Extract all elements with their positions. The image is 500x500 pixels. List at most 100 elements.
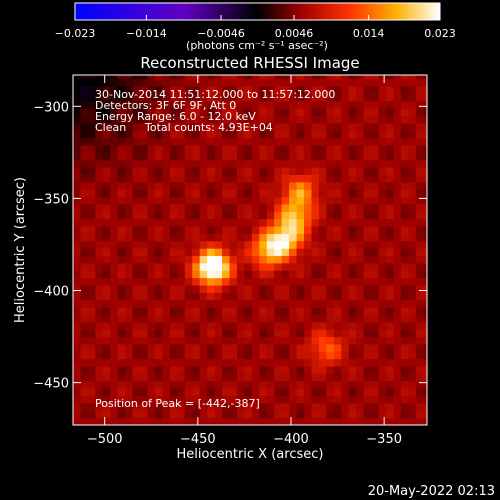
heatmap-cell bbox=[222, 270, 230, 279]
heatmap-cell bbox=[259, 152, 268, 161]
heatmap-cell bbox=[281, 189, 290, 198]
heatmap-cell bbox=[125, 122, 134, 131]
heatmap-cell bbox=[236, 181, 245, 190]
heatmap-cell bbox=[95, 130, 104, 139]
heatmap-cell bbox=[311, 358, 320, 367]
heatmap-cell bbox=[400, 115, 409, 124]
heatmap-cell bbox=[140, 86, 149, 94]
heatmap-cell bbox=[408, 189, 417, 198]
heatmap-cell bbox=[110, 218, 119, 227]
heatmap-cell bbox=[236, 417, 245, 425]
heatmap-cell bbox=[207, 336, 216, 345]
heatmap-cell bbox=[423, 167, 427, 175]
heatmap-cell bbox=[102, 351, 111, 360]
heatmap-cell bbox=[192, 218, 201, 227]
heatmap-cell bbox=[244, 336, 253, 345]
heatmap-cell bbox=[87, 336, 96, 345]
heatmap-cell bbox=[274, 307, 283, 315]
heatmap-cell bbox=[259, 203, 268, 212]
heatmap-cell bbox=[80, 417, 89, 425]
heatmap-cell bbox=[393, 181, 402, 190]
heatmap-cell bbox=[274, 343, 283, 352]
heatmap-cell bbox=[400, 240, 409, 249]
heatmap-cell bbox=[244, 218, 253, 227]
heatmap-cell bbox=[214, 233, 223, 242]
heatmap-cell bbox=[169, 108, 178, 117]
heatmap-cell bbox=[117, 307, 126, 315]
heatmap-cell bbox=[251, 78, 260, 87]
heatmap-cell bbox=[140, 211, 149, 220]
heatmap-cell bbox=[393, 159, 402, 168]
heatmap-cell bbox=[87, 174, 96, 183]
heatmap-cell bbox=[95, 248, 104, 257]
heatmap-cell bbox=[400, 167, 409, 175]
heatmap-cell bbox=[169, 159, 178, 168]
heatmap-cell bbox=[348, 196, 357, 205]
heatmap-cell bbox=[326, 388, 335, 397]
heatmap-cell bbox=[169, 380, 178, 389]
heatmap-cell bbox=[378, 321, 387, 330]
heatmap-cell bbox=[259, 75, 268, 80]
heatmap-cell bbox=[251, 262, 260, 271]
heatmap-cell bbox=[415, 108, 424, 117]
heatmap-cell bbox=[400, 248, 409, 257]
heatmap-cell bbox=[281, 314, 290, 323]
heatmap-cell bbox=[154, 122, 163, 131]
heatmap-cell bbox=[125, 262, 134, 271]
heatmap-cell bbox=[378, 174, 387, 183]
heatmap-cell bbox=[311, 240, 320, 249]
heatmap-cell bbox=[207, 75, 216, 80]
heatmap-cell bbox=[199, 159, 208, 168]
heatmap-cell bbox=[393, 167, 402, 175]
heatmap-cell bbox=[289, 93, 298, 102]
heatmap-cell bbox=[236, 100, 245, 109]
heatmap-cell bbox=[125, 86, 134, 94]
heatmap-cell bbox=[356, 159, 365, 168]
heatmap-cell bbox=[393, 122, 402, 131]
heatmap-cell bbox=[400, 262, 409, 271]
heatmap-cell bbox=[110, 388, 119, 397]
heatmap-cell bbox=[117, 248, 126, 257]
heatmap-cell bbox=[80, 307, 89, 315]
heatmap-cell bbox=[199, 174, 208, 183]
heatmap-cell bbox=[259, 366, 268, 374]
heatmap-cell bbox=[415, 321, 424, 330]
heatmap-cell bbox=[318, 321, 327, 330]
heatmap-cell bbox=[356, 108, 365, 117]
heatmap-cell bbox=[363, 410, 372, 419]
heatmap-cell bbox=[348, 100, 357, 109]
heatmap-cell bbox=[363, 159, 372, 168]
heatmap-cell bbox=[259, 380, 268, 389]
heatmap-cell bbox=[423, 329, 427, 338]
heatmap-cell bbox=[274, 248, 283, 257]
heatmap-cell bbox=[154, 277, 163, 286]
heatmap-cell bbox=[341, 373, 350, 382]
heatmap-cell bbox=[304, 262, 312, 271]
heatmap-cell bbox=[348, 189, 357, 198]
heatmap-cell bbox=[244, 417, 253, 425]
heatmap-cell bbox=[80, 248, 89, 257]
heatmap-cell bbox=[117, 255, 126, 264]
heatmap-cell bbox=[386, 329, 394, 338]
heatmap-cell bbox=[415, 159, 424, 168]
heatmap-cell bbox=[154, 108, 163, 117]
heatmap-cell bbox=[348, 395, 357, 404]
heatmap-cell bbox=[423, 211, 427, 220]
heatmap-cell bbox=[199, 307, 208, 315]
heatmap-cell bbox=[415, 189, 424, 198]
heatmap-cell bbox=[296, 75, 305, 80]
heatmap-cell bbox=[259, 314, 268, 323]
heatmap-cell bbox=[289, 285, 298, 293]
heatmap-cell bbox=[177, 86, 186, 94]
heatmap-cell bbox=[259, 115, 268, 124]
heatmap-cell bbox=[251, 115, 260, 124]
heatmap-cell bbox=[222, 307, 230, 315]
heatmap-cell bbox=[184, 395, 193, 404]
heatmap-cell bbox=[311, 336, 320, 345]
heatmap-cell bbox=[154, 410, 163, 419]
heatmap-cell bbox=[192, 240, 201, 249]
heatmap-cell bbox=[147, 262, 156, 271]
heatmap-cell bbox=[229, 388, 238, 397]
heatmap-cell bbox=[348, 292, 357, 301]
axis-ticks: −500 −450 −400 −350−300−350−400−450 bbox=[33, 75, 427, 447]
